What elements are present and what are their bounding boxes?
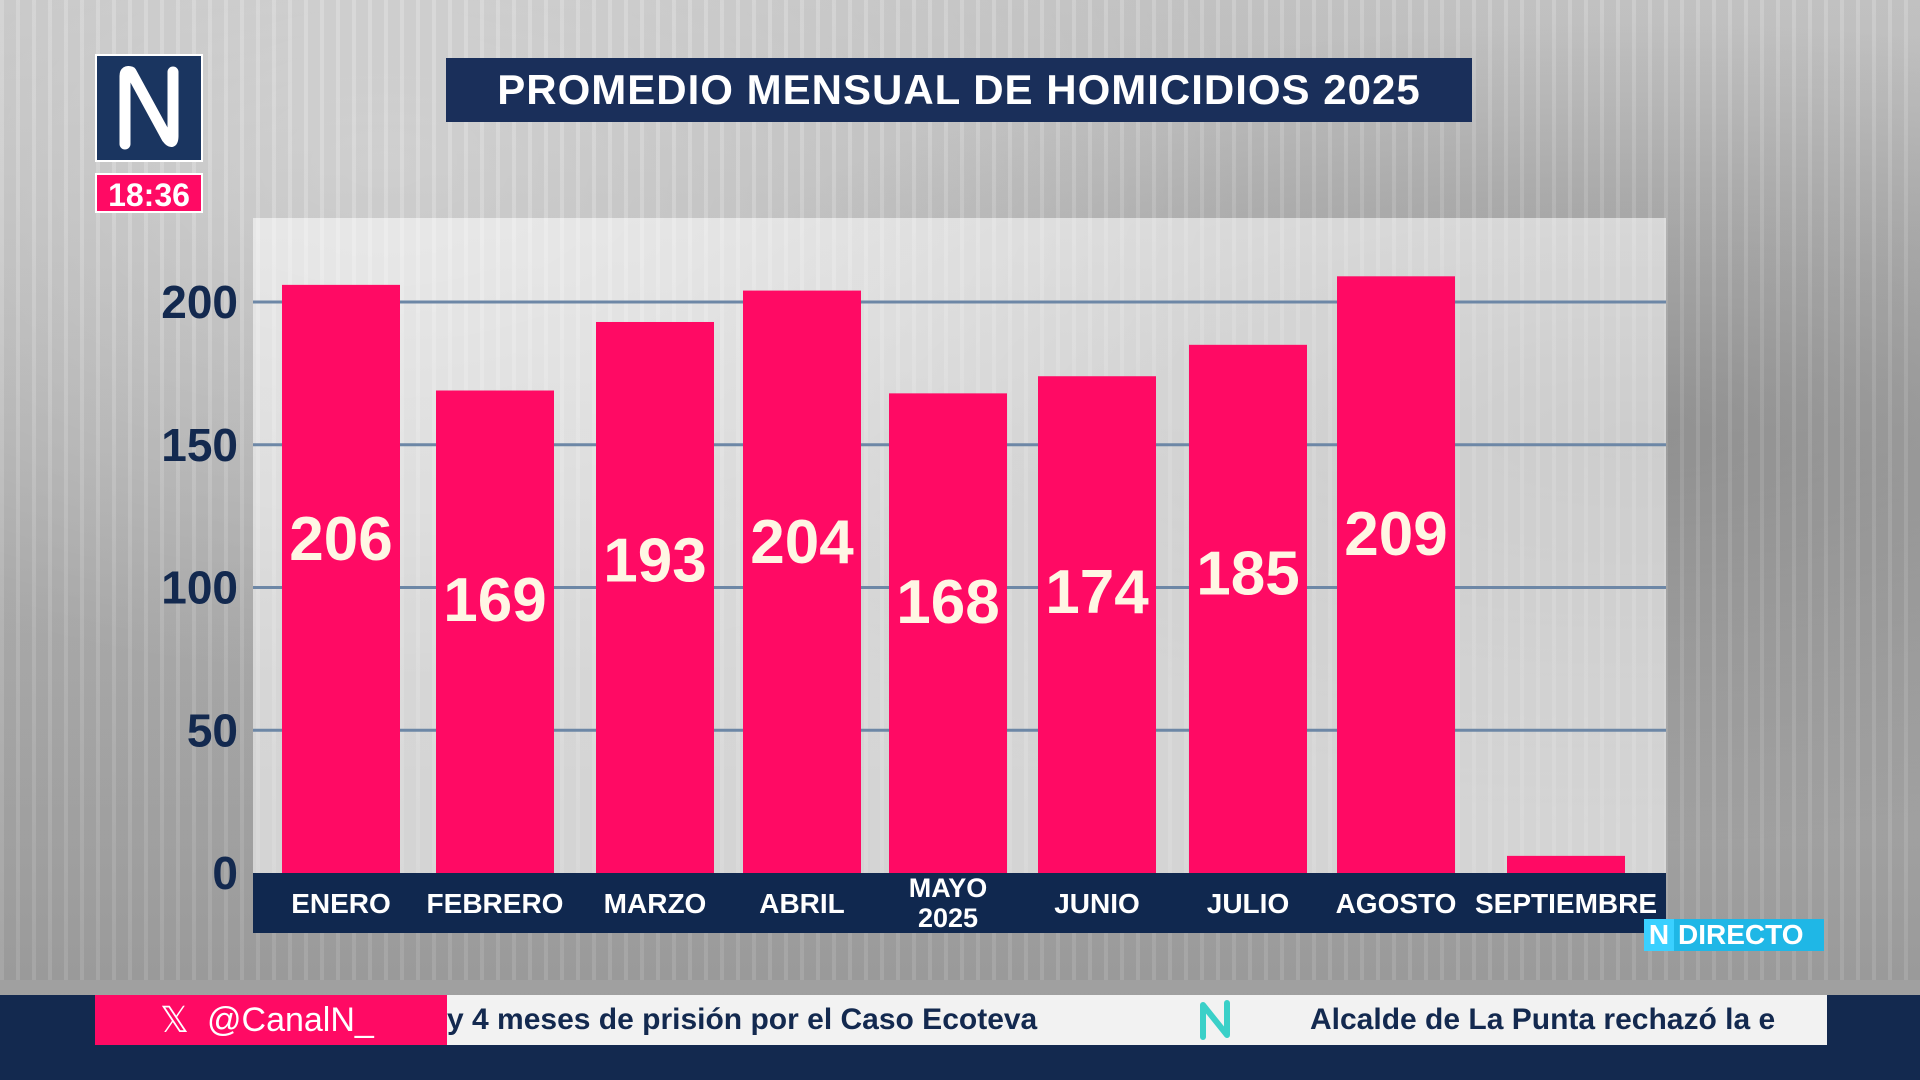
y-tick-label: 50 bbox=[187, 704, 238, 756]
y-tick-label: 0 bbox=[212, 847, 238, 899]
data-label: 193 bbox=[603, 526, 706, 595]
social-handle: 𝕏 @CanalN_ bbox=[95, 995, 447, 1045]
bar-septiembre bbox=[1507, 855, 1625, 873]
data-label: 174 bbox=[1045, 558, 1149, 627]
ticker-item: y 4 meses de prisión por el Caso Ecoteva bbox=[447, 1003, 1038, 1036]
x-tick-label: AGOSTO bbox=[1336, 888, 1457, 919]
data-label: 209 bbox=[1344, 500, 1447, 569]
bar-febrero bbox=[436, 390, 554, 873]
chart-title: PROMEDIO MENSUAL DE HOMICIDIOS 2025 bbox=[446, 58, 1472, 122]
bar-mayo-2025 bbox=[889, 393, 1007, 873]
live-label: DIRECTO bbox=[1678, 919, 1804, 950]
x-axis-band bbox=[253, 873, 1666, 933]
bar-junio bbox=[1038, 376, 1156, 873]
clock: 18:36 bbox=[95, 173, 203, 213]
y-tick-label: 200 bbox=[161, 276, 238, 328]
bar-abril bbox=[743, 290, 861, 874]
social-handle-label: @CanalN_ bbox=[207, 1001, 374, 1039]
bar-julio bbox=[1189, 344, 1307, 873]
x-tick-label: MAYO bbox=[909, 873, 988, 903]
y-tick-label: 150 bbox=[161, 419, 238, 471]
canal-n-logo-icon bbox=[119, 66, 179, 150]
canal-n-ticker-icon bbox=[1200, 1000, 1230, 1040]
x-tick-label: JUNIO bbox=[1054, 888, 1140, 919]
x-tick-label: ENERO bbox=[291, 888, 391, 919]
live-badge: N DIRECTO bbox=[1644, 919, 1824, 951]
bar-agosto bbox=[1337, 276, 1455, 873]
data-label: 204 bbox=[750, 508, 854, 577]
bar-marzo bbox=[596, 321, 714, 873]
x-tick-label: JULIO bbox=[1207, 888, 1289, 919]
x-tick-label: FEBRERO bbox=[427, 888, 564, 919]
x-tick-label: MARZO bbox=[604, 888, 707, 919]
canal-n-logo bbox=[95, 54, 203, 162]
ticker-item: Alcalde de La Punta rechazó la e bbox=[1310, 1003, 1776, 1036]
n-icon: N bbox=[1644, 919, 1674, 951]
data-label: 168 bbox=[896, 568, 999, 637]
data-label: 185 bbox=[1196, 540, 1299, 609]
bar-enero bbox=[282, 284, 400, 873]
x-tick-label: SEPTIEMBRE bbox=[1475, 888, 1657, 919]
y-tick-label: 100 bbox=[161, 562, 238, 614]
x-tick-label: 2025 bbox=[918, 903, 978, 933]
data-label: 206 bbox=[289, 505, 392, 574]
data-label: 169 bbox=[443, 566, 546, 635]
x-tick-label: ABRIL bbox=[759, 888, 845, 919]
x-logo-icon: 𝕏 bbox=[160, 999, 190, 1040]
